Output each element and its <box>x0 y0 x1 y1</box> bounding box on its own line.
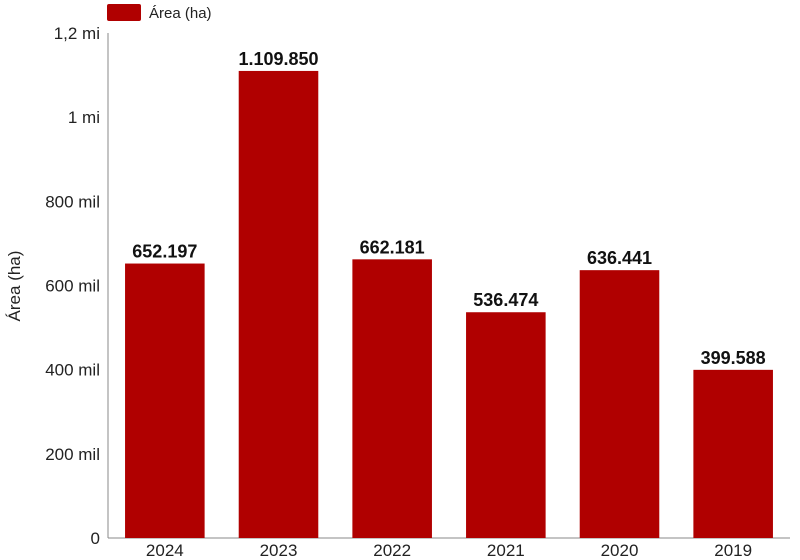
y-tick-label: 400 mil <box>45 361 100 380</box>
bar-2024 <box>125 263 205 538</box>
y-tick-label: 800 mil <box>45 192 100 211</box>
legend-swatch <box>107 4 141 21</box>
x-tick-label-2024: 2024 <box>146 541 184 560</box>
y-tick-label: 0 <box>91 529 100 548</box>
x-tick-label-2022: 2022 <box>373 541 411 560</box>
data-label-2024: 652.197 <box>132 242 197 262</box>
bar-2021 <box>466 312 546 538</box>
y-tick-label: 200 mil <box>45 445 100 464</box>
x-tick-label-2019: 2019 <box>714 541 752 560</box>
data-label-2021: 536.474 <box>473 290 538 310</box>
y-tick-label: 1 mi <box>68 108 100 127</box>
x-tick-label-2023: 2023 <box>260 541 298 560</box>
y-axis-title: Área (ha) <box>5 251 24 322</box>
y-axis-ticks: 0 200 mil 400 mil 600 mil 800 mil 1 mi 1,2 mi <box>45 24 100 548</box>
data-label-2022: 662.181 <box>360 237 425 257</box>
bar-2022 <box>352 259 432 538</box>
x-tick-label-2021: 2021 <box>487 541 525 560</box>
y-tick-label: 1,2 mi <box>54 24 100 43</box>
bar-2019 <box>693 369 773 538</box>
x-tick-label-2020: 2020 <box>601 541 639 560</box>
data-label-2023: 1.109.850 <box>238 49 318 69</box>
x-axis-labels: 2024 2023 2022 2021 2020 2019 <box>146 541 752 560</box>
data-label-2019: 399.588 <box>701 348 766 368</box>
data-label-2020: 636.441 <box>587 248 652 268</box>
y-tick-label: 600 mil <box>45 277 100 296</box>
bar-2023 <box>238 70 319 539</box>
legend-label: Área (ha) <box>149 5 212 22</box>
legend: Área (ha) <box>107 4 212 22</box>
bar-2020 <box>579 270 660 538</box>
bars: 652.197 1.109.850 662.181 536.474 636.441 399… <box>125 49 773 539</box>
